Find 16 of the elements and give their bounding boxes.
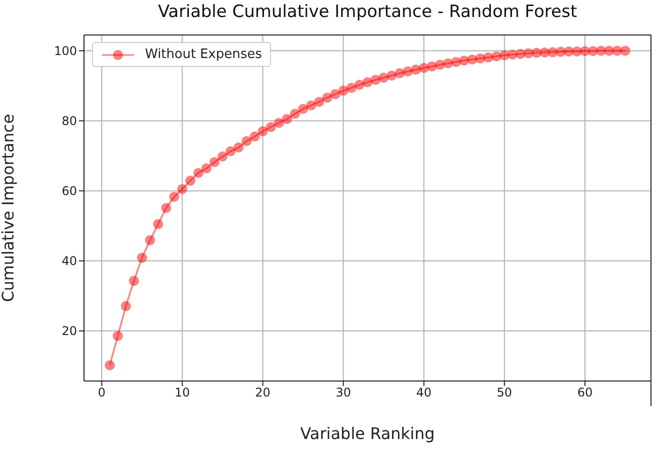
x-tick-label: 20 (255, 386, 270, 400)
x-tick-label: 30 (336, 386, 351, 400)
legend-label: Without Expenses (145, 47, 262, 62)
y-tick-label: 60 (62, 184, 77, 198)
x-tick-label: 50 (496, 386, 512, 400)
y-tick-label: 20 (62, 324, 77, 338)
y-tick-label: 100 (54, 44, 77, 58)
y-tick-label: 40 (62, 254, 77, 268)
y-tick-label: 80 (62, 114, 77, 128)
x-tick-label: 40 (416, 386, 432, 400)
chart-title: Variable Cumulative Importance - Random Forest (157, 2, 578, 22)
x-tick-label: 0 (98, 386, 106, 400)
x-tick-label: 10 (174, 386, 190, 400)
x-tick-label: 60 (577, 386, 593, 400)
y-axis-title: Cumulative Importance (0, 114, 18, 302)
x-axis-title: Variable Ranking (300, 424, 435, 443)
